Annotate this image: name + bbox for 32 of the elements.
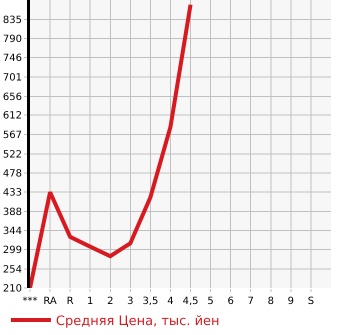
- y-tick-label: 254: [2, 264, 22, 276]
- x-tick-label: 6: [227, 296, 234, 307]
- x-tick-label: S: [308, 296, 314, 307]
- x-tick-label: RA: [43, 296, 57, 307]
- y-tick-label: 790: [2, 34, 22, 46]
- y-tick-label: 299: [2, 245, 22, 256]
- x-tick-label: R: [66, 296, 74, 307]
- y-tick-label: 746: [2, 53, 22, 64]
- x-tick-label: 2: [107, 296, 114, 307]
- x-tick-label: 3,5: [142, 296, 158, 307]
- x-tick-label: 4,5: [182, 296, 198, 307]
- y-tick-label: 612: [2, 110, 22, 122]
- x-tick-label: ***: [22, 296, 38, 307]
- x-tick-label: 7: [248, 296, 254, 307]
- x-tick-label: 9: [288, 296, 294, 307]
- y-tick-label: 210: [2, 284, 22, 294]
- y-tick-label: 478: [2, 168, 22, 180]
- line-series: [30, 2, 193, 288]
- y-tick-label: 701: [2, 72, 22, 84]
- y-tick-label: 388: [2, 206, 22, 218]
- legend-label: Средняя Цена, тыс. йен: [56, 314, 220, 330]
- x-tick-label: 3: [127, 296, 134, 307]
- y-tick-label: 522: [2, 149, 22, 160]
- y-tick-label: 433: [2, 188, 22, 199]
- y-tick-label: 656: [2, 92, 22, 103]
- y-tick-label: 567: [2, 130, 22, 142]
- x-tick-label: 1: [87, 296, 94, 307]
- x-tick-label: 5: [207, 296, 214, 307]
- x-tick-label: 8: [268, 296, 274, 307]
- y-tick-label: 835: [2, 14, 22, 26]
- y-tick-label: 344: [2, 226, 22, 237]
- x-tick-label: 4: [167, 296, 174, 307]
